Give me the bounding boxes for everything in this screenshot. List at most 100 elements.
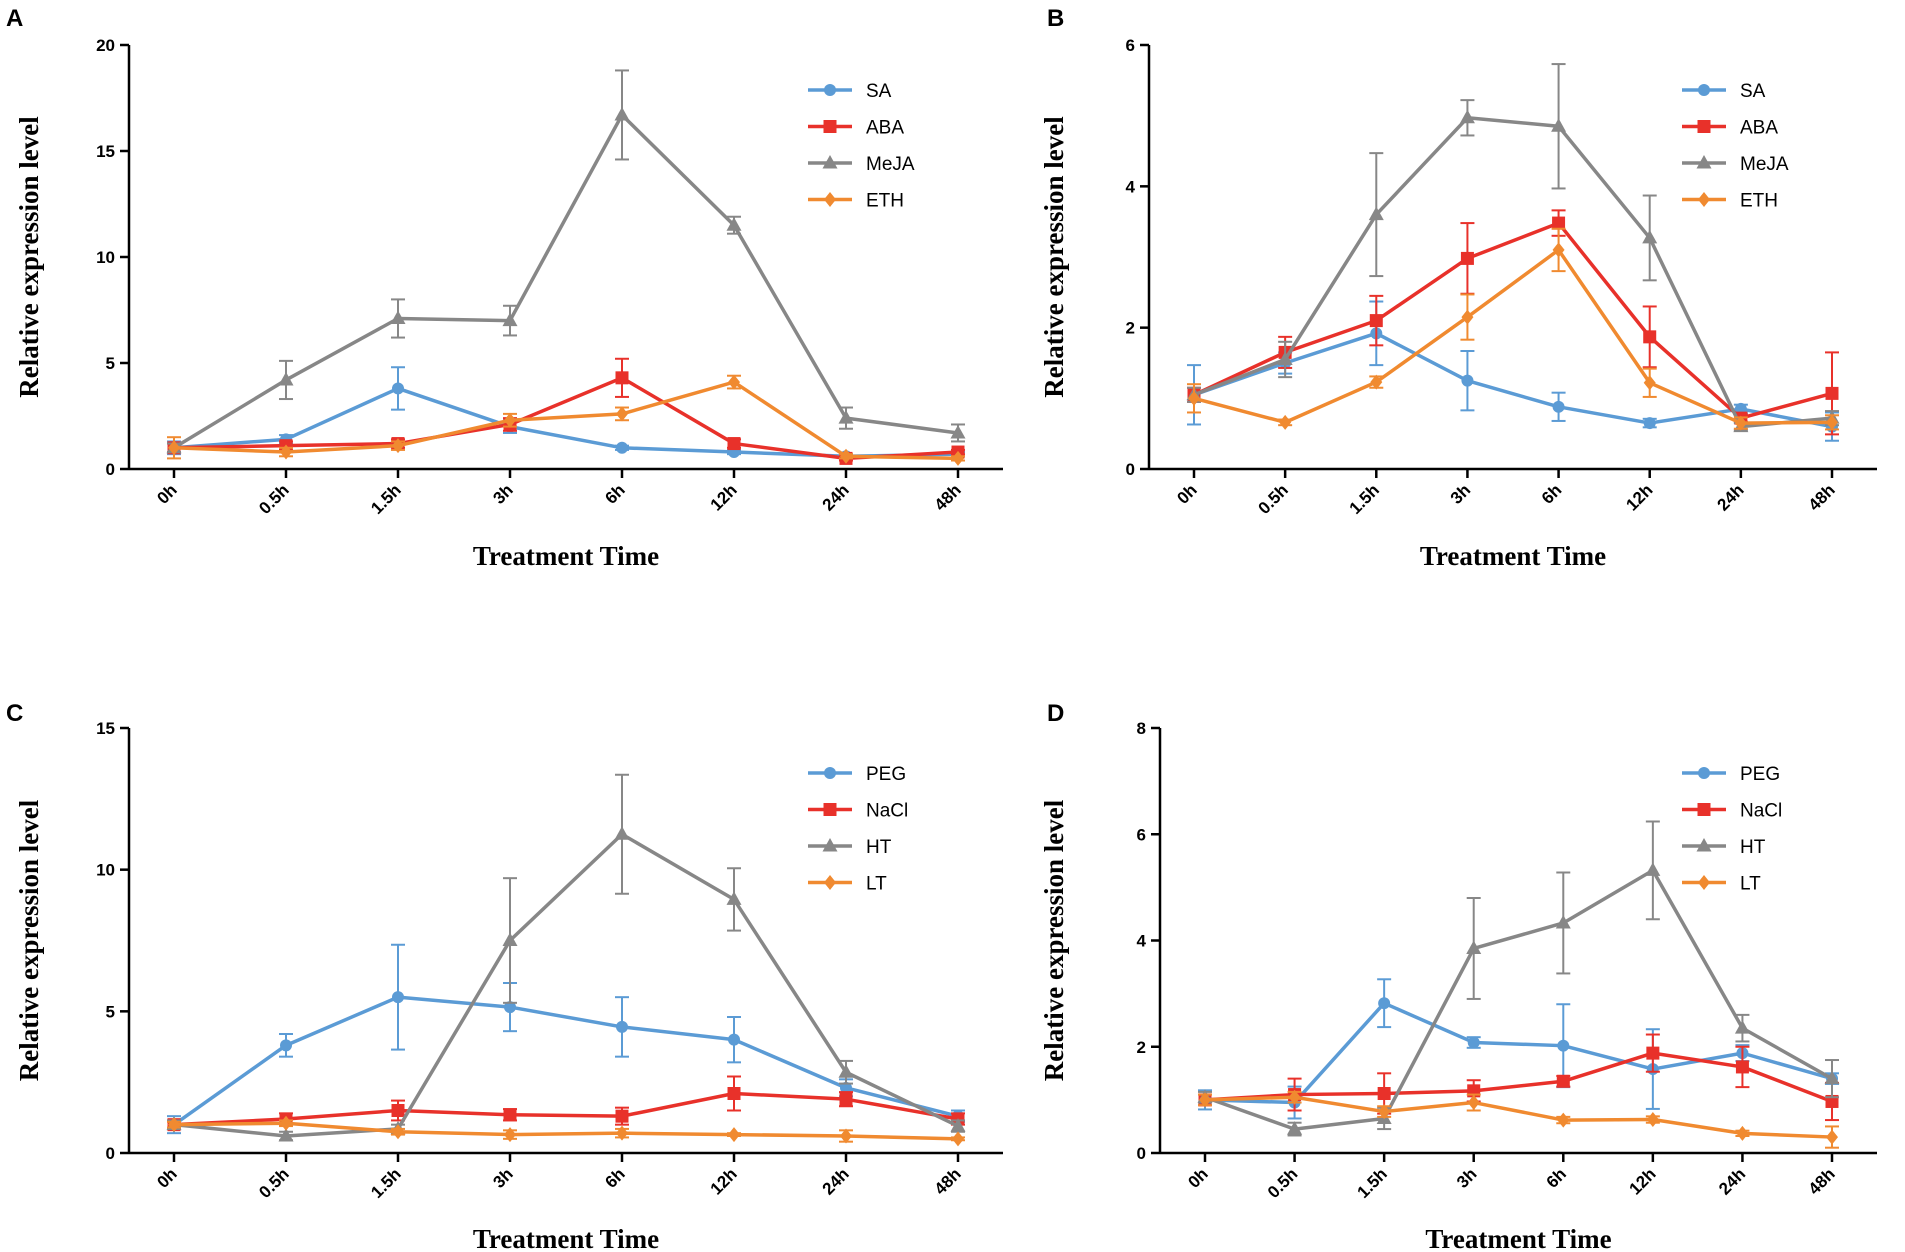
data-point <box>502 312 518 327</box>
data-point <box>1461 309 1474 325</box>
legend-marker <box>1698 875 1710 890</box>
legend-marker <box>1697 803 1711 816</box>
data-point <box>278 371 294 386</box>
legend-marker <box>824 192 836 207</box>
legend-label: ABA <box>1740 118 1778 139</box>
legend-marker <box>1696 155 1712 169</box>
y-tick-label: 0 <box>106 460 115 479</box>
y-axis-title: Relative expression level <box>14 799 44 1081</box>
series-line <box>173 1091 959 1127</box>
series-eth <box>1187 227 1839 431</box>
data-point <box>1735 1060 1749 1074</box>
data-point <box>726 891 742 905</box>
series-ht <box>166 773 966 1142</box>
y-tick-label: 15 <box>96 142 115 161</box>
x-axis-title: Treatment Time <box>473 541 659 571</box>
data-point <box>1199 1092 1211 1108</box>
data-point <box>390 310 406 324</box>
data-point <box>1826 414 1838 430</box>
data-point <box>168 440 180 456</box>
data-point <box>1460 251 1474 265</box>
legend-label: PEG <box>1740 764 1780 785</box>
data-point <box>1646 1112 1659 1128</box>
data-point <box>1378 1104 1391 1120</box>
data-point <box>1467 1036 1480 1049</box>
data-point <box>1279 414 1292 430</box>
legend-label: MeJA <box>1740 154 1789 175</box>
data-point <box>839 1092 853 1106</box>
series-line <box>1193 221 1833 420</box>
data-point <box>1734 415 1747 431</box>
y-tick-label: 2 <box>1137 1038 1146 1057</box>
legend-label: ETH <box>1740 191 1778 212</box>
series-line <box>1204 1001 1833 1105</box>
data-point <box>1826 1129 1838 1145</box>
data-point <box>1370 374 1383 390</box>
series-line <box>1193 116 1833 429</box>
legend-label: MeJA <box>866 154 915 175</box>
series-line <box>173 1121 959 1141</box>
legend-label: HT <box>1740 837 1766 858</box>
series-meja <box>166 69 966 454</box>
series-eth <box>167 374 965 466</box>
y-tick-label: 8 <box>1137 719 1146 738</box>
legend-label: ABA <box>866 118 904 139</box>
y-tick-label: 0 <box>1137 1144 1146 1163</box>
panel-letter: B <box>1047 5 1064 32</box>
data-point <box>502 932 518 946</box>
data-point <box>1736 1125 1749 1141</box>
panel-letter: D <box>1047 700 1064 727</box>
data-point <box>1552 242 1565 258</box>
y-tick-label: 4 <box>1137 932 1147 951</box>
data-point <box>950 1118 966 1132</box>
data-point <box>1556 1074 1570 1088</box>
data-point <box>1552 216 1566 230</box>
series-line <box>1204 1051 1833 1104</box>
legend: PEG NaCl HT LT <box>1682 764 1782 895</box>
legend: SA ABA MeJA ETH <box>808 81 915 212</box>
data-point <box>504 1001 516 1014</box>
data-point <box>1645 862 1661 876</box>
y-tick-label: 0 <box>106 1144 115 1163</box>
x-axis-title: Treatment Time <box>473 1224 659 1252</box>
legend-marker <box>822 155 838 169</box>
data-point <box>728 1127 740 1143</box>
data-point <box>392 438 404 454</box>
data-point <box>950 424 966 439</box>
data-point <box>1642 229 1658 244</box>
legend-label: SA <box>1740 81 1766 102</box>
y-tick-label: 4 <box>1126 177 1136 196</box>
y-tick-label: 15 <box>96 719 115 738</box>
legend-label: ETH <box>866 191 904 212</box>
data-point <box>1552 400 1565 413</box>
data-point <box>278 1128 294 1142</box>
series-line <box>173 380 959 461</box>
data-point <box>1734 1020 1750 1034</box>
data-point <box>840 448 852 464</box>
data-point <box>1378 997 1391 1010</box>
data-point <box>614 106 630 121</box>
legend-marker <box>824 84 836 96</box>
data-point <box>1551 118 1567 132</box>
legend-marker <box>822 838 838 852</box>
panel-letter: C <box>6 700 23 727</box>
legend: PEG NaCl HT LT <box>808 764 908 895</box>
y-tick-label: 6 <box>1137 825 1146 844</box>
data-point <box>1461 374 1474 387</box>
legend-marker <box>1698 192 1710 207</box>
y-tick-label: 0 <box>1126 460 1135 479</box>
legend-label: HT <box>866 837 892 858</box>
series-lt <box>1198 1089 1839 1149</box>
y-tick-label: 10 <box>96 861 115 880</box>
y-tick-label: 5 <box>106 1002 115 1021</box>
series-line <box>172 995 959 1127</box>
data-point <box>1643 375 1656 391</box>
legend-label: SA <box>866 81 892 102</box>
data-point <box>616 1020 628 1033</box>
data-point <box>1287 1121 1303 1135</box>
data-point <box>1643 417 1656 430</box>
data-point <box>726 217 742 231</box>
legend-label: PEG <box>866 764 906 785</box>
